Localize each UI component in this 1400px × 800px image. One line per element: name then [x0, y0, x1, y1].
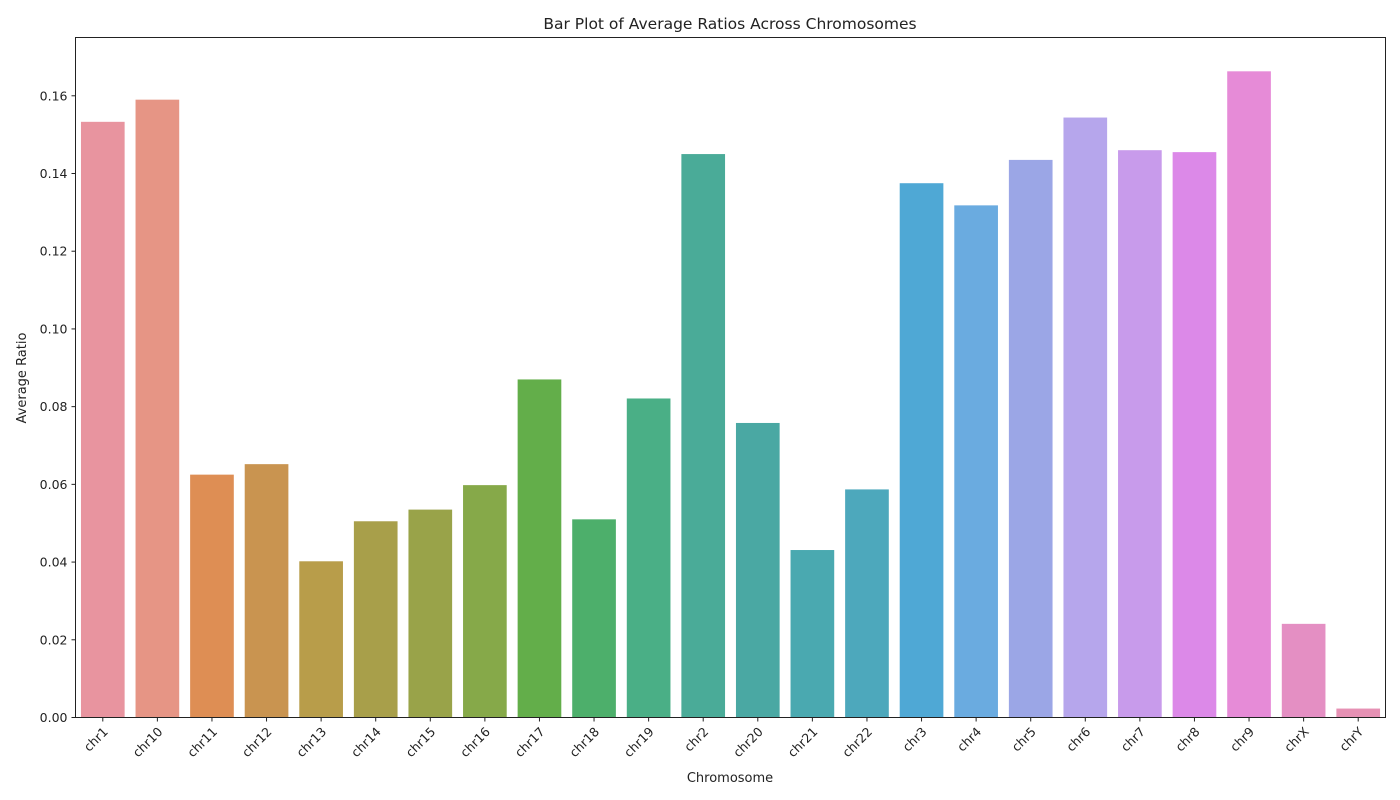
y-tick-label: 0.10	[40, 321, 68, 336]
x-tick-label: chr8	[1172, 724, 1202, 754]
x-tick-label: chr10	[130, 724, 166, 760]
bar-chrX	[1281, 623, 1326, 718]
x-tick-label: chr9	[1227, 724, 1257, 754]
x-axis: chr1 chr10 chr11 chr12 chr13 chr14 chr15 chr16 c…	[81, 717, 1367, 760]
y-axis-title: Average Ratio	[15, 333, 30, 424]
x-tick-label: chrX	[1281, 724, 1312, 755]
bar-chr9	[1227, 71, 1271, 718]
x-tick-label: chr18	[566, 724, 602, 760]
x-tick-label: chr3	[899, 724, 929, 754]
x-tick-label: chr17	[512, 724, 548, 760]
x-tick-label: chr15	[402, 724, 438, 760]
x-tick-label: chr22	[839, 724, 875, 760]
bar-chr17	[517, 379, 562, 718]
bar-chrY	[1336, 708, 1381, 718]
x-axis-title: Chromosome	[687, 771, 773, 786]
axes-layer	[75, 37, 1386, 718]
y-tick-label: 0.00	[40, 710, 68, 725]
bar-chr4	[954, 205, 998, 718]
bar-chr7	[1118, 150, 1162, 718]
bar-chr13	[299, 561, 343, 718]
bar-chr21	[790, 550, 835, 718]
bar-chr6	[1063, 117, 1108, 718]
y-tick-label: 0.02	[40, 632, 68, 647]
x-tick-label: chr12	[239, 724, 275, 760]
y-axis: 0.00 0.02 0.04 0.06 0.08 0.10 0.12 0.14 0.16	[40, 88, 76, 725]
x-tick-label: chr14	[348, 724, 384, 760]
bar-chr12	[244, 464, 289, 718]
bar-chr11	[190, 474, 234, 718]
bar-chr22	[845, 489, 889, 718]
x-tick-label: chrY	[1336, 724, 1366, 754]
bar-chr3	[899, 183, 944, 718]
y-tick-label: 0.04	[40, 555, 68, 570]
x-tick-label: chr4	[954, 724, 984, 754]
bar-chr2	[681, 154, 726, 718]
bar-chr16	[463, 485, 507, 718]
bar-chr10	[135, 99, 180, 718]
chart-title: Bar Plot of Average Ratios Across Chromo…	[543, 15, 916, 33]
x-tick-label: chr20	[730, 724, 766, 760]
x-tick-label: chr5	[1009, 724, 1039, 754]
y-tick-label: 0.14	[40, 166, 68, 181]
bar-chr5	[1008, 159, 1053, 718]
x-tick-label: chr7	[1118, 724, 1148, 754]
bar-chr18	[572, 519, 616, 718]
x-tick-label: chr19	[621, 724, 657, 760]
x-tick-label: chr11	[184, 724, 220, 760]
x-tick-label: chr13	[293, 724, 329, 760]
x-tick-label: chr2	[681, 724, 711, 754]
y-tick-label: 0.12	[40, 244, 68, 259]
y-tick-label: 0.06	[40, 477, 68, 492]
y-tick-label: 0.08	[40, 399, 68, 414]
bar-chr14	[353, 521, 398, 718]
x-tick-label: chr6	[1063, 724, 1093, 754]
plot-frame	[75, 37, 1386, 718]
bar-chr15	[408, 509, 453, 718]
bar-chr20	[735, 422, 780, 718]
x-tick-label: chr21	[785, 724, 821, 760]
x-tick-label: chr16	[457, 724, 493, 760]
bar-chr1	[80, 121, 125, 718]
bar-chr19	[626, 398, 671, 718]
x-tick-label: chr1	[81, 724, 111, 754]
bar-chr8	[1172, 152, 1217, 718]
bars-layer	[80, 71, 1381, 718]
y-tick-label: 0.16	[40, 88, 68, 103]
